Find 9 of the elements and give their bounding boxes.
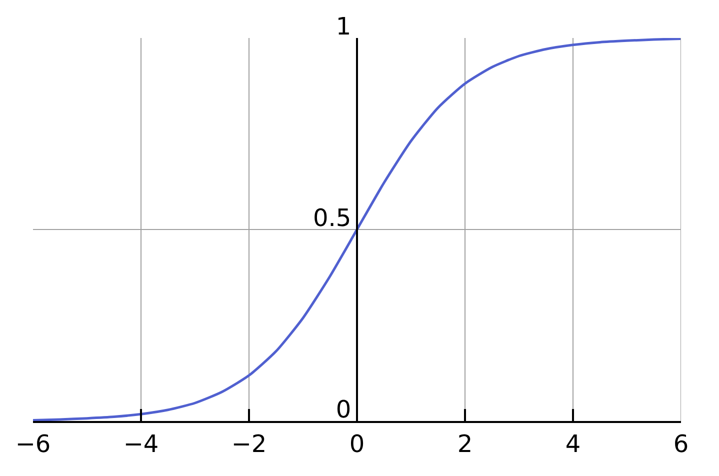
x-tick-label: −4 [123,430,159,458]
y-tick-label: 1 [336,12,352,40]
x-tick-label: 2 [457,430,473,458]
y-tick-label: 0.5 [313,204,352,232]
x-tick-label: −2 [231,430,267,458]
y-tick-label: 0 [336,395,352,424]
x-tick-label: 6 [673,430,689,458]
x-tick-label: 4 [565,430,581,458]
x-tick-label: −6 [15,430,51,458]
